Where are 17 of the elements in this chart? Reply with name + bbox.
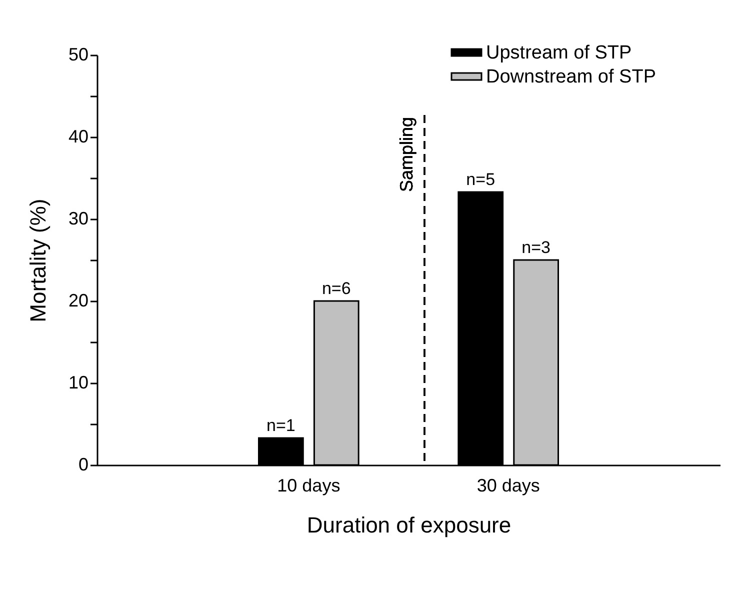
y-tick-label: 10 — [68, 372, 88, 392]
y-axis-title: Mortality (%) — [25, 198, 50, 322]
y-tick-label: 20 — [68, 290, 88, 310]
annotation: n=5 — [466, 170, 496, 189]
legend-label: Downstream of STP — [486, 66, 656, 88]
y-tick-label: 40 — [68, 126, 88, 146]
text: Sampling — [396, 117, 416, 192]
y-tick-label: 30 — [68, 208, 88, 228]
x-axis-title: Duration of exposure — [306, 512, 512, 538]
x-tick-label: 30 days — [476, 476, 540, 496]
annotation: n=1 — [266, 416, 296, 435]
y-tick-label: 50 — [68, 44, 88, 64]
x-tick-label: 10 days — [277, 476, 340, 496]
legend-label: Upstream of STP — [486, 42, 632, 64]
annotation: n=3 — [522, 238, 550, 257]
y-tick-label: 0 — [78, 454, 88, 474]
annotation: n=6 — [322, 279, 351, 298]
